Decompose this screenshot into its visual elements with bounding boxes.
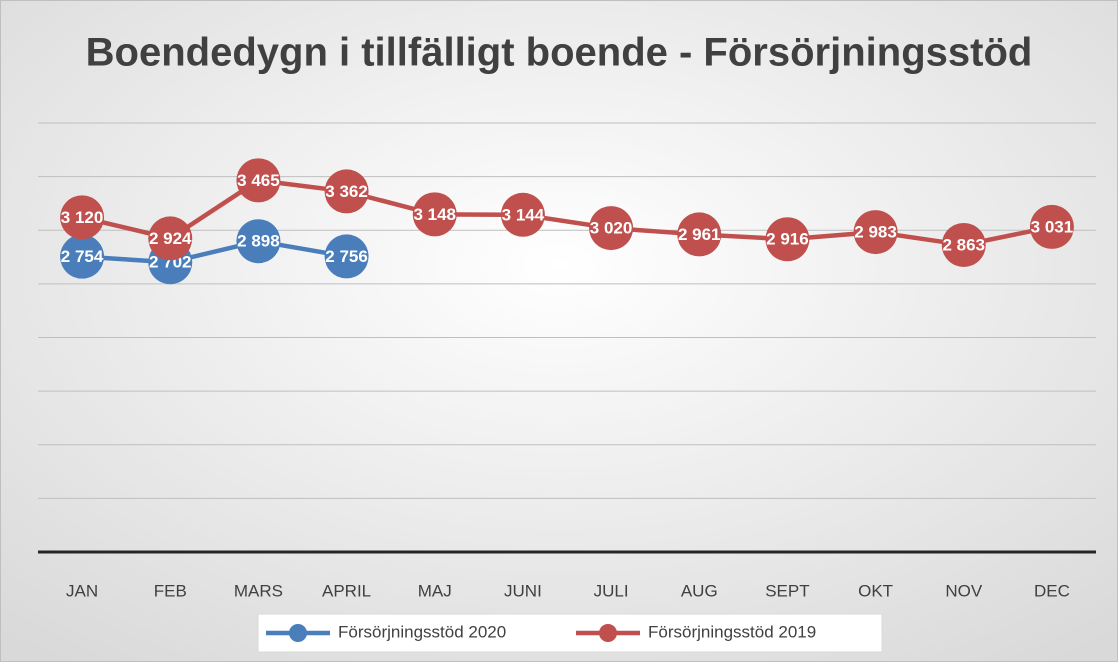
data-label: 2 961 bbox=[678, 225, 721, 244]
x-tick-label: JULI bbox=[594, 581, 629, 600]
x-tick-label: JUNI bbox=[504, 581, 542, 600]
data-label: 2 898 bbox=[237, 232, 280, 251]
data-point bbox=[1029, 204, 1074, 249]
data-point bbox=[412, 192, 457, 237]
data-label: 3 031 bbox=[1031, 217, 1074, 236]
data-label: 2 754 bbox=[61, 247, 104, 266]
data-label: 3 144 bbox=[502, 205, 545, 224]
data-point bbox=[148, 216, 193, 261]
data-point bbox=[765, 217, 810, 262]
x-tick-label: JAN bbox=[66, 581, 98, 600]
legend-marker bbox=[599, 624, 617, 642]
data-label: 3 362 bbox=[325, 182, 368, 201]
data-point bbox=[853, 210, 898, 255]
data-point bbox=[589, 206, 634, 251]
data-label: 2 924 bbox=[149, 229, 192, 248]
data-label: 3 148 bbox=[413, 205, 456, 224]
legend: Försörjningsstöd 2020 Försörjningsstöd 20… bbox=[257, 613, 883, 653]
data-point bbox=[324, 169, 369, 214]
legend-box bbox=[257, 613, 883, 653]
data-label: 2 983 bbox=[854, 223, 897, 242]
x-tick-label: APRIL bbox=[322, 581, 371, 600]
legend-label: Försörjningsstöd 2020 bbox=[338, 622, 506, 641]
data-point bbox=[941, 222, 986, 267]
data-label: 3 120 bbox=[61, 208, 104, 227]
legend-label: Försörjningsstöd 2019 bbox=[648, 622, 816, 641]
x-tick-label: DEC bbox=[1034, 581, 1070, 600]
data-label: 2 756 bbox=[325, 247, 368, 266]
x-tick-label: FEB bbox=[154, 581, 187, 600]
data-point bbox=[677, 212, 722, 257]
x-tick-label: MAJ bbox=[418, 581, 452, 600]
series-line bbox=[81, 238, 347, 265]
data-point bbox=[500, 192, 545, 237]
data-point bbox=[236, 219, 281, 264]
data-label: 2 916 bbox=[766, 230, 809, 249]
x-tick-label: AUG bbox=[681, 581, 718, 600]
chart-title: Boendedygn i tillfälligt boende - Försör… bbox=[86, 31, 1033, 75]
x-tick-label: SEPT bbox=[765, 581, 809, 600]
data-label: 3 465 bbox=[237, 171, 280, 190]
legend-marker bbox=[289, 624, 307, 642]
x-tick-label: NOV bbox=[945, 581, 983, 600]
data-point bbox=[60, 234, 105, 279]
x-tick-label: MARS bbox=[234, 581, 283, 600]
data-point bbox=[236, 158, 281, 203]
data-point bbox=[60, 195, 105, 240]
data-label: 3 020 bbox=[590, 219, 633, 238]
x-tick-label: OKT bbox=[858, 581, 893, 600]
data-label: 2 863 bbox=[942, 235, 985, 254]
data-point bbox=[324, 234, 369, 279]
